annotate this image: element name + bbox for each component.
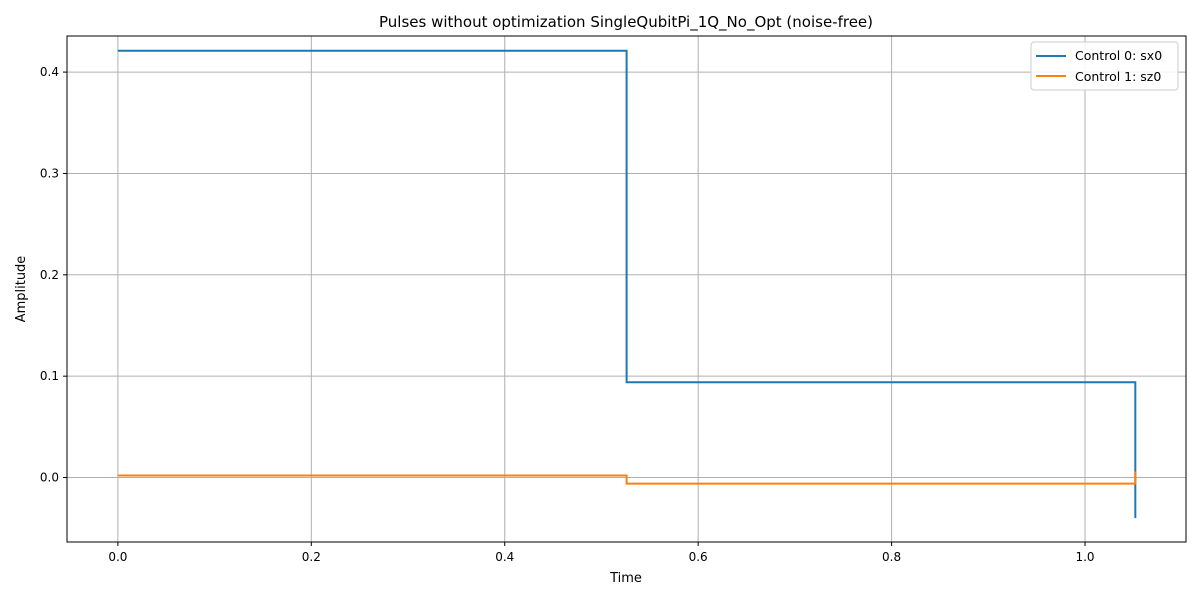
legend-label-sx0: Control 0: sx0 (1075, 48, 1162, 63)
y-tick: 0.2 (40, 268, 67, 282)
x-tick-label: 0.4 (495, 550, 514, 564)
x-tick: 0.2 (302, 542, 321, 564)
y-tick: 0.3 (40, 166, 67, 180)
y-axis-label: Amplitude (14, 256, 29, 323)
series-layer (117, 49, 1137, 519)
y-tick: 0.1 (40, 369, 67, 383)
x-tick-label: 0.2 (302, 550, 321, 564)
x-axis-label: Time (609, 571, 642, 586)
y-tick: 0.4 (40, 65, 67, 79)
y-tick-label: 0.0 (40, 471, 59, 485)
x-tick: 0.6 (689, 542, 708, 564)
y-tick-label: 0.4 (40, 65, 59, 79)
series-line-1 (117, 471, 1137, 485)
y-tick: 0.0 (40, 471, 67, 485)
y-tick-label: 0.2 (40, 268, 59, 282)
series-line-0 (117, 49, 1137, 519)
x-tick-label: 0.0 (108, 550, 127, 564)
x-tick-label: 0.8 (882, 550, 901, 564)
y-tick-label: 0.1 (40, 369, 59, 383)
x-tick: 1.0 (1075, 542, 1095, 564)
x-tick-label: 1.0 (1075, 550, 1094, 564)
legend-label-sz0: Control 1: sz0 (1075, 69, 1161, 84)
x-tick: 0.8 (882, 542, 901, 564)
x-tick: 0.4 (495, 542, 514, 564)
legend-box (1030, 41, 1179, 91)
plot-frame (66, 35, 1187, 543)
chart-title: Pulses without optimization SingleQubitP… (379, 13, 873, 32)
y-tick-label: 0.3 (40, 166, 59, 180)
legend: Control 0: sx0 Control 1: sz0 (1030, 41, 1179, 91)
axis-ticks: 0.0 0.2 0.4 0.6 0.8 1.0 0.0 0.1 0.2 0.3 0.4 (40, 65, 1095, 564)
x-tick-label: 0.6 (689, 550, 708, 564)
x-tick: 0.0 (108, 542, 127, 564)
